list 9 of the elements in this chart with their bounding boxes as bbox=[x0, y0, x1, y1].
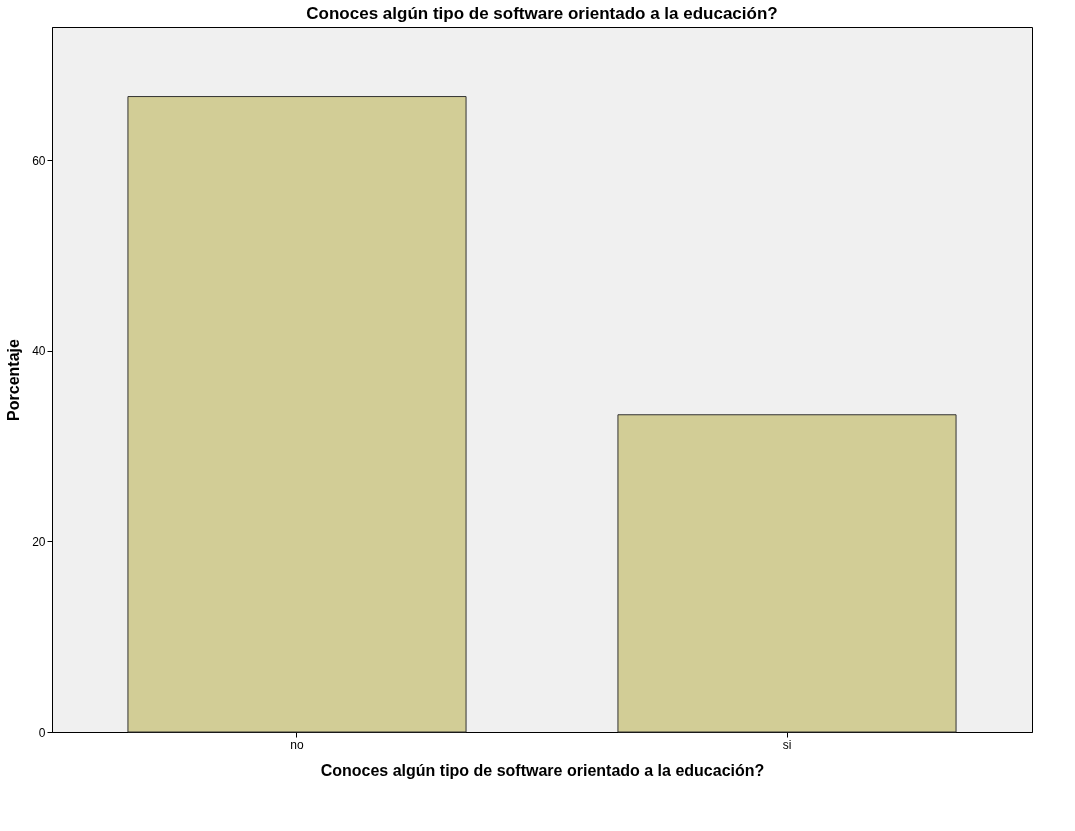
y-axis-title: Porcentaje bbox=[5, 338, 23, 421]
y-tick-label: 60 bbox=[32, 153, 46, 168]
y-tick-label: 40 bbox=[32, 344, 46, 359]
x-tick-label: si bbox=[782, 737, 792, 752]
x-tick-label: no bbox=[290, 737, 304, 752]
y-tick-label: 0 bbox=[38, 725, 46, 740]
x-axis-title: Conoces algún tipo de software orientado a la educación? bbox=[320, 761, 765, 779]
y-tick-label: 20 bbox=[32, 534, 46, 549]
chart-title: Conoces algún tipo de software orientado a la educación? bbox=[306, 4, 778, 23]
